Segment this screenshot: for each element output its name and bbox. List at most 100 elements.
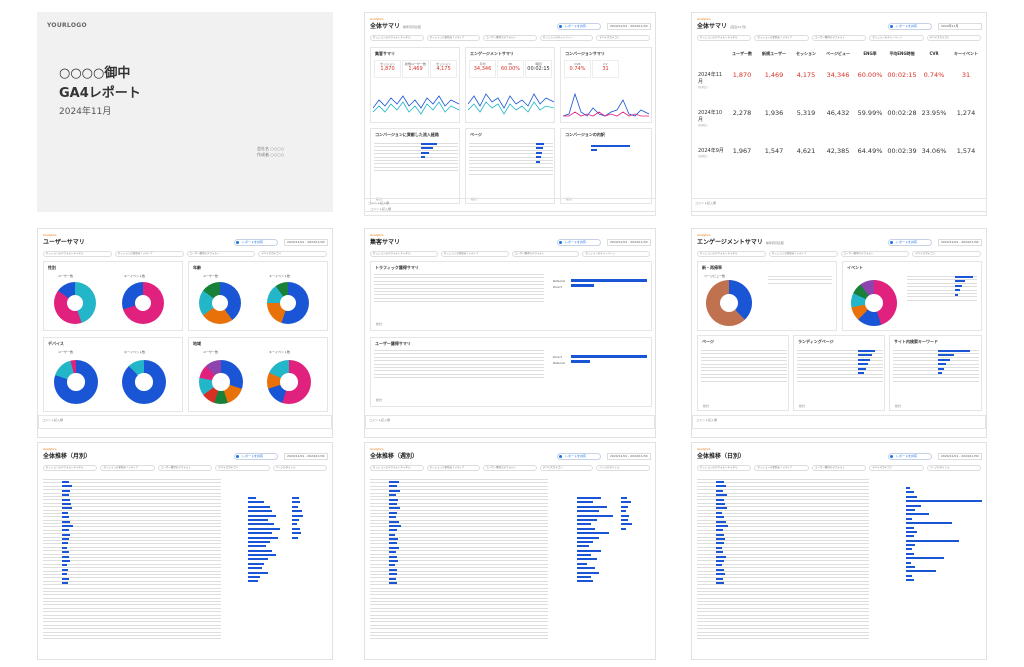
pages-panel: ページ 総計 [465, 128, 555, 204]
channel-label: Direct [553, 285, 562, 289]
month-picker[interactable]: 2024年11月 [938, 23, 982, 30]
filter-device[interactable]: デバイスカテゴリ [596, 35, 650, 41]
table-total-label: 総計 [376, 197, 383, 201]
date-range-picker[interactable]: 2024/11/01 - 2024/11/30 [938, 453, 982, 460]
kpi-value: 59.99% [857, 109, 883, 117]
gender-user-pie [54, 282, 96, 324]
monthly-trend-page: Analytics 全体推移（月別） レポートを共有 2024/11/01 - … [37, 442, 333, 660]
share-report-button[interactable]: レポートを共有 [888, 23, 932, 30]
filter-campaign[interactable]: セッションのキャンペーン [582, 251, 650, 257]
pie-label: ページビュー数 [704, 274, 725, 278]
region-event-pie [267, 360, 311, 404]
filter-user-channel[interactable]: ユーザー獲得のデフォルト [483, 35, 537, 41]
table-total-label: 総計 [376, 398, 383, 402]
channel-label: Referral [553, 361, 565, 365]
filter-user-channel[interactable]: ユーザー獲得のデフォルト [840, 251, 910, 257]
share-report-button[interactable]: レポートを共有 [888, 453, 932, 460]
filter-device[interactable]: デバイスカテゴリ [869, 465, 924, 471]
filter-device[interactable]: デバイスカテゴリ [912, 251, 981, 257]
filter-channel[interactable]: セッションのデフォルトチャネル [370, 35, 424, 41]
share-report-button[interactable]: レポートを共有 [234, 239, 278, 246]
page-header-small: Analytics [697, 447, 711, 451]
filter-campaign[interactable]: セッションのキャンペーン [869, 35, 924, 41]
filter-user-channel[interactable]: ユーザー獲得のデフォルト [483, 465, 537, 471]
filter-campaign[interactable]: セッションのキャンペーン [539, 35, 594, 41]
filter-user-channel[interactable]: ユーザー獲得のデフォルト [511, 251, 580, 257]
table-total-label: 総計 [376, 322, 383, 326]
conversion-summary-panel: コンバージョンサマリ CVR 0.74% CV 31 [560, 47, 652, 123]
date-range-picker[interactable]: 2024/11/01 - 2024/11/30 [607, 239, 651, 246]
cover-author-label: 作成者 ○○○○ [257, 152, 285, 157]
device-panel: デバイス ユーザー数 キーイベント数 [43, 337, 183, 412]
panel-title: 新・再帰率 [702, 265, 722, 270]
date-range-picker[interactable]: 2024/11/01 - 2024/11/30 [607, 453, 651, 460]
daily-bars-b [906, 487, 982, 584]
gender-panel: 性別 ユーザー数 キーイベント数 [43, 261, 183, 331]
share-report-button[interactable]: レポートを共有 [557, 239, 601, 246]
row-label: 2024年11月 (前月比) [698, 72, 723, 89]
pie-label: ユーザー数 [58, 350, 73, 354]
filter-page-title[interactable]: ページのタイトル [272, 465, 328, 471]
comment-box[interactable]: コメント記入欄 [691, 198, 987, 216]
kpi-header: 新規ユーザー [762, 51, 786, 56]
weekly-bars-a [389, 481, 403, 586]
landing-pages-panel: ランディングページ 総計 [793, 335, 885, 411]
filter-channel[interactable]: セッションのデフォルトチャネル [370, 251, 438, 257]
filter-user-channel[interactable]: ユーザー獲得のデフォルト [811, 465, 867, 471]
traffic-acquisition-panel: トラフィック獲得サマリ Referral Direct 総計 [370, 261, 652, 331]
kpi-value: 1,870 [732, 71, 752, 79]
comment-box[interactable]: コメント記入欄 [692, 415, 986, 429]
filter-user-channel[interactable]: ユーザー獲得のデフォルト [157, 465, 213, 471]
filter-page-title[interactable]: ページのタイトル [596, 465, 650, 471]
filter-source[interactable]: セッションの参照元 / メディア [768, 251, 838, 257]
filter-channel[interactable]: セッションのデフォルトチャネル [370, 465, 424, 471]
filter-source[interactable]: セッションの参照元 / メディア [440, 251, 509, 257]
filter-channel[interactable]: セッションのデフォルトチャネル [43, 251, 112, 257]
filter-device[interactable]: デバイスカテゴリ [926, 35, 982, 41]
filter-source[interactable]: セッションの参照元 / メディア [426, 465, 481, 471]
channel-bars [421, 143, 441, 161]
kpi-card: セッション 1,870 [374, 60, 401, 78]
filter-source[interactable]: セッションの参照元 / メディア [426, 35, 481, 41]
filter-channel[interactable]: セッションのデフォルトチャネル [43, 465, 98, 471]
age-panel: 年齢 ユーザー数 キーイベント数 [188, 261, 328, 331]
filter-channel[interactable]: セッションのデフォルトチャネル [697, 465, 752, 471]
filter-source[interactable]: セッションの参照元 / メディア [754, 35, 809, 41]
daily-bars-a [716, 481, 730, 586]
kpi-value: 23.95% [921, 109, 947, 117]
filter-source[interactable]: セッションの参照元 / メディア [754, 465, 809, 471]
date-range-picker[interactable]: 2024/11/01 - 2024/11/30 [938, 239, 982, 246]
filter-page-title[interactable]: ページのタイトル [926, 465, 982, 471]
filter-channel[interactable]: セッションのデフォルトチャネル [697, 251, 766, 257]
filter-source[interactable]: セッションの参照元 / メディア [100, 465, 155, 471]
filter-device[interactable]: デバイスカテゴリ [258, 251, 327, 257]
panel-title: 集客サマリ [375, 51, 395, 56]
comment-box[interactable]: コメント記入欄 [38, 415, 332, 429]
row-label: 2024年10月 (前月比) [698, 110, 723, 127]
filter-device[interactable]: デバイスカテゴリ [539, 465, 594, 471]
date-range-picker[interactable]: 2024/11/01 - 2024/11/30 [284, 453, 328, 460]
share-report-button[interactable]: レポートを共有 [557, 453, 601, 460]
filter-device[interactable]: デバイスカテゴリ [215, 465, 270, 471]
kpi-card: ER 60.00% [497, 60, 524, 78]
cover-client: ○○○○御中 [59, 66, 131, 81]
filter-source[interactable]: セッションの参照元 / メディア [114, 251, 184, 257]
share-report-button[interactable]: レポートを共有 [234, 453, 278, 460]
comment-box[interactable]: コメント記入欄 [365, 415, 655, 429]
filter-channel[interactable]: セッションのデフォルトチャネル [697, 35, 752, 41]
share-report-button[interactable]: レポートを共有 [557, 23, 601, 30]
panel-title: 地域 [193, 341, 201, 346]
panel-title: 年齢 [193, 265, 201, 270]
date-range-picker[interactable]: 2024/11/01 - 2024/11/30 [284, 239, 328, 246]
filter-user-channel[interactable]: ユーザー獲得のデフォルト [186, 251, 256, 257]
filter-user-channel[interactable]: ユーザー獲得のデフォルト [811, 35, 867, 41]
page-title: ユーザーサマリ [43, 239, 85, 246]
kpi-header: ENG率 [863, 51, 877, 56]
landing-bars [858, 350, 882, 376]
page-title: 全体推移（週別） [370, 453, 419, 460]
date-range-picker[interactable]: 2024/11/01 - 2024/11/30 [607, 23, 651, 30]
share-report-button[interactable]: レポートを共有 [888, 239, 932, 246]
comment-box[interactable]: コメント記入欄 [364, 198, 656, 216]
monthly-bars-a [62, 481, 74, 586]
panel-title: ユーザー獲得サマリ [375, 341, 411, 346]
